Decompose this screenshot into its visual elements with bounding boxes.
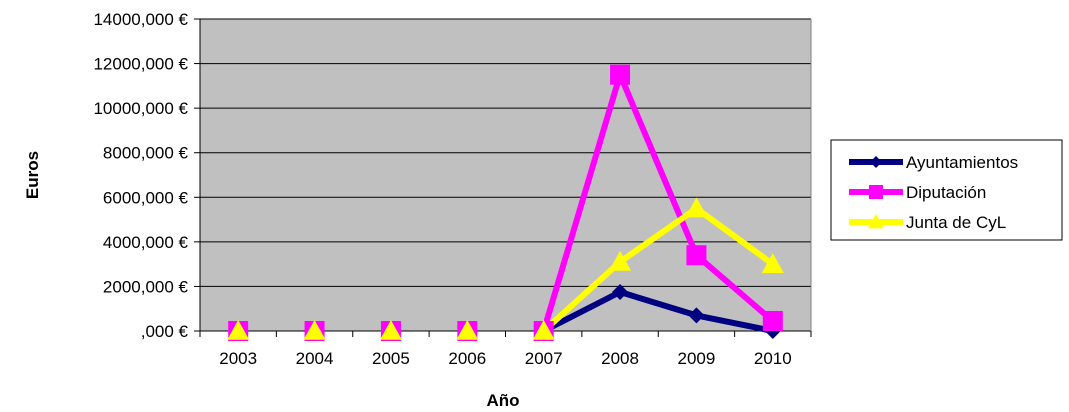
series-lines (227, 64, 784, 341)
data-point (869, 185, 883, 199)
data-point (685, 197, 708, 218)
y-axis-title: Euros (23, 151, 42, 199)
x-tick-label: 2003 (219, 349, 257, 368)
series-line-diputaci-n (540, 71, 775, 332)
data-point (379, 320, 402, 340)
y-tick-label: 12000,000 € (93, 55, 188, 74)
y-tick-labels: ,000 € 2000,000 € 4000,000 € 6000,000 € 8000… (93, 10, 188, 341)
data-point (686, 245, 707, 266)
data-point (532, 320, 555, 340)
series-line-junta-de-cyl (541, 205, 775, 334)
data-point (456, 320, 479, 340)
legend-label: Ayuntamientos (906, 153, 1018, 172)
gridlines (200, 18, 811, 287)
y-tick-label: 10000,000 € (93, 99, 188, 118)
y-tick-label: ,000 € (141, 322, 189, 341)
x-tick-label: 2005 (372, 349, 410, 368)
data-point (762, 310, 783, 331)
y-tick-label: 4000,000 € (103, 233, 189, 252)
y-tick-label: 6000,000 € (103, 188, 189, 207)
x-axis-title: Año (486, 391, 519, 410)
data-point (870, 156, 882, 168)
y-tick-label: 14000,000 € (93, 10, 188, 29)
x-tick-label: 2007 (525, 349, 563, 368)
y-tick-label: 2000,000 € (103, 277, 189, 296)
data-point (610, 64, 631, 85)
data-point (761, 253, 784, 273)
plot-area (200, 19, 811, 331)
x-tick-label: 2008 (601, 349, 639, 368)
y-tick-label: 8000,000 € (103, 144, 189, 163)
x-tick-label: 2004 (296, 349, 334, 368)
data-point (303, 320, 326, 340)
data-point (612, 284, 629, 300)
data-point (868, 214, 884, 229)
x-tick-label: 2006 (448, 349, 486, 368)
data-point (609, 250, 632, 271)
legend: Ayuntamientos Diputación Junta de CyL (830, 139, 1063, 241)
legend-label: Junta de CyL (906, 213, 1006, 232)
x-tick-label: 2009 (678, 349, 716, 368)
axes (194, 18, 812, 337)
data-point (227, 320, 250, 340)
x-tick-labels: 2003 2004 2005 2006 2007 2008 2009 2010 (219, 349, 791, 368)
data-point (688, 307, 705, 324)
x-tick-label: 2010 (754, 349, 792, 368)
series-line-ayuntamientos (542, 289, 774, 334)
legend-label: Diputación (906, 183, 986, 202)
